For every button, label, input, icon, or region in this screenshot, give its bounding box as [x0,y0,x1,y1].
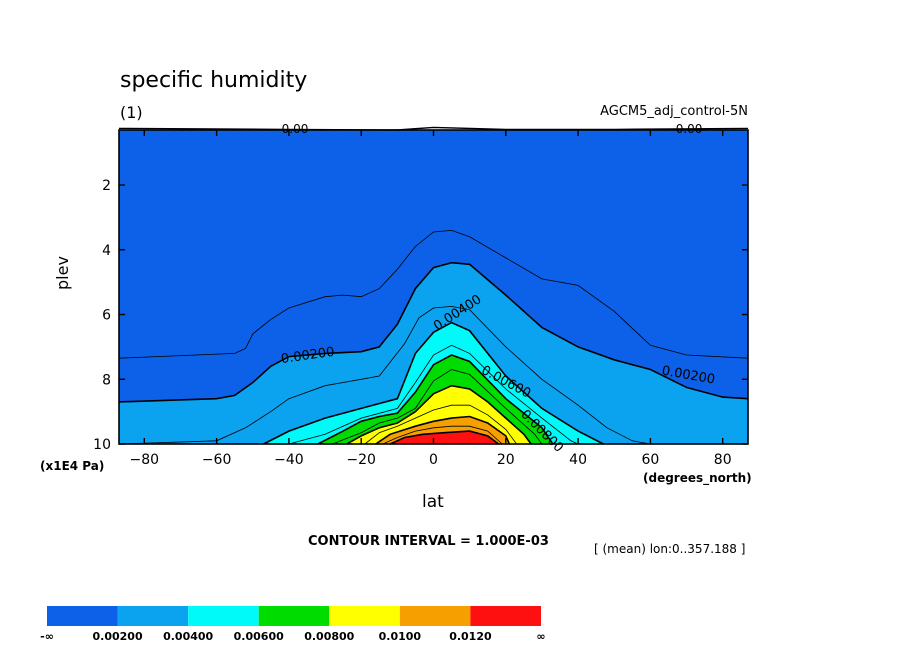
y-tick-label: 8 [102,372,111,388]
mean-info-text: [ (mean) lon:0..357.188 ] [594,542,746,556]
contour-line-1 [118,261,749,403]
x-tick-label: −20 [346,452,376,468]
contour-label-top: 0.00 [676,122,703,136]
x-tick-label: 60 [641,452,659,468]
contour-line-3 [263,321,604,445]
contour-line-10 [382,425,503,445]
y-tick-label: 10 [93,437,111,453]
chart-title: specific humidity [120,68,308,93]
colorbar-label: -∞ [40,630,54,643]
colorbar-label: 0.0100 [379,630,422,643]
contour-line-4 [288,344,579,445]
colorbar-swatch-0 [47,606,118,626]
x-tick-label: 40 [569,452,587,468]
colorbar-label: 0.00400 [163,630,213,643]
x-tick-label: 0 [429,452,438,468]
colorbar-swatch-5 [399,606,471,626]
colorbar-swatch-6 [470,606,541,626]
y-tick-label: 2 [102,178,111,194]
x-tick-label: 20 [497,452,515,468]
x-tick-label: −40 [274,452,304,468]
contour-fills [119,130,748,444]
dataset-name: AGCM5_adj_control-5N [600,104,748,119]
colorbar-label: 0.00600 [234,630,284,643]
contour-line-6 [332,369,543,445]
colorbar-label: 0.0120 [449,630,492,643]
contour-interval-text: CONTOUR INTERVAL = 1.000E-03 [308,534,549,549]
fill-band-6 [390,431,499,444]
colorbar-label: 0.00200 [93,630,143,643]
chart-subtitle: (1) [120,103,143,122]
contour-line-2 [118,305,651,445]
colorbar-label: ∞ [536,630,545,643]
x-axis-unit: (degrees_north) [643,471,752,485]
x-tick-label: −60 [202,452,232,468]
contour-label-top: 0.00 [282,122,309,136]
colorbar-swatch-2 [188,606,259,626]
colorbar-label: 0.00800 [304,630,354,643]
colorbar: -∞ 0.00200 0.00400 0.00600 0.00800 0.0100 0.01… [40,606,546,643]
plot-axes: −80 −60 −40 −20 0 20 40 60 80 2 4 6 8 10 [93,129,749,468]
contour-line-5 [317,354,554,445]
x-tick-label: −80 [130,452,160,468]
colorbar-swatch-4 [329,606,400,626]
contour-line-7 [346,384,532,445]
contour-label: 0.00200 [280,345,335,367]
colorbar-swatch-1 [117,606,189,626]
y-axis-unit: (x1E4 Pa) [40,459,105,473]
contour-line-0 [118,229,749,359]
y-tick-label: 6 [102,308,111,324]
x-tick-label: 80 [714,452,732,468]
contour-line-11 [389,430,500,445]
x-axis-label: lat [422,492,444,512]
colorbar-swatch-3 [258,606,330,626]
contour-line-8 [364,404,517,445]
contour-line-9 [375,415,511,445]
y-tick-label: 4 [102,243,111,259]
